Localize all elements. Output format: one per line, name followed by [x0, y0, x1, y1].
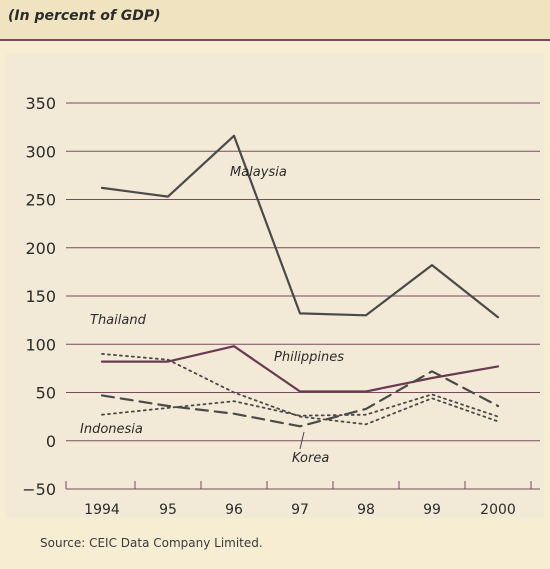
y-tick-label: 350 [25, 94, 56, 113]
y-tick-label: 100 [25, 335, 56, 354]
series-line-korea [100, 370, 500, 428]
x-tick-label: 98 [357, 502, 375, 518]
y-tick-label: 0 [46, 432, 56, 451]
x-tick-label: 95 [159, 502, 177, 518]
y-tick-label: 250 [25, 191, 56, 210]
header-rule [0, 39, 550, 41]
chart-subtitle: (In percent of GDP) [8, 8, 161, 24]
series-line-malaysia [100, 134, 500, 319]
x-tick-label: 97 [291, 502, 309, 518]
x-tick-label: 1994 [84, 502, 120, 518]
series-label-thailand: Thailand [90, 313, 147, 328]
korea-leader-line [299, 431, 305, 450]
series-line-philippines [100, 345, 500, 393]
subtitle-band [0, 0, 550, 40]
series-label-korea: Korea [292, 451, 329, 466]
x-tick-label: 96 [225, 502, 243, 518]
source-note: Source: CEIC Data Company Limited. [40, 536, 263, 550]
series-line-indonesia [101, 393, 499, 418]
x-tick-label: 99 [423, 502, 441, 518]
series-label-indonesia: Indonesia [80, 422, 143, 437]
y-tick-label: −50 [22, 480, 56, 499]
y-tick-label: 150 [25, 287, 56, 306]
y-tick-label: 50 [36, 384, 56, 403]
series-line-thailand [101, 352, 499, 426]
series-label-philippines: Philippines [274, 350, 344, 365]
series-label-malaysia: Malaysia [230, 165, 287, 180]
y-tick-label: 300 [25, 142, 56, 161]
x-tick-label: 2000 [480, 502, 516, 518]
y-tick-label: 200 [25, 239, 56, 258]
